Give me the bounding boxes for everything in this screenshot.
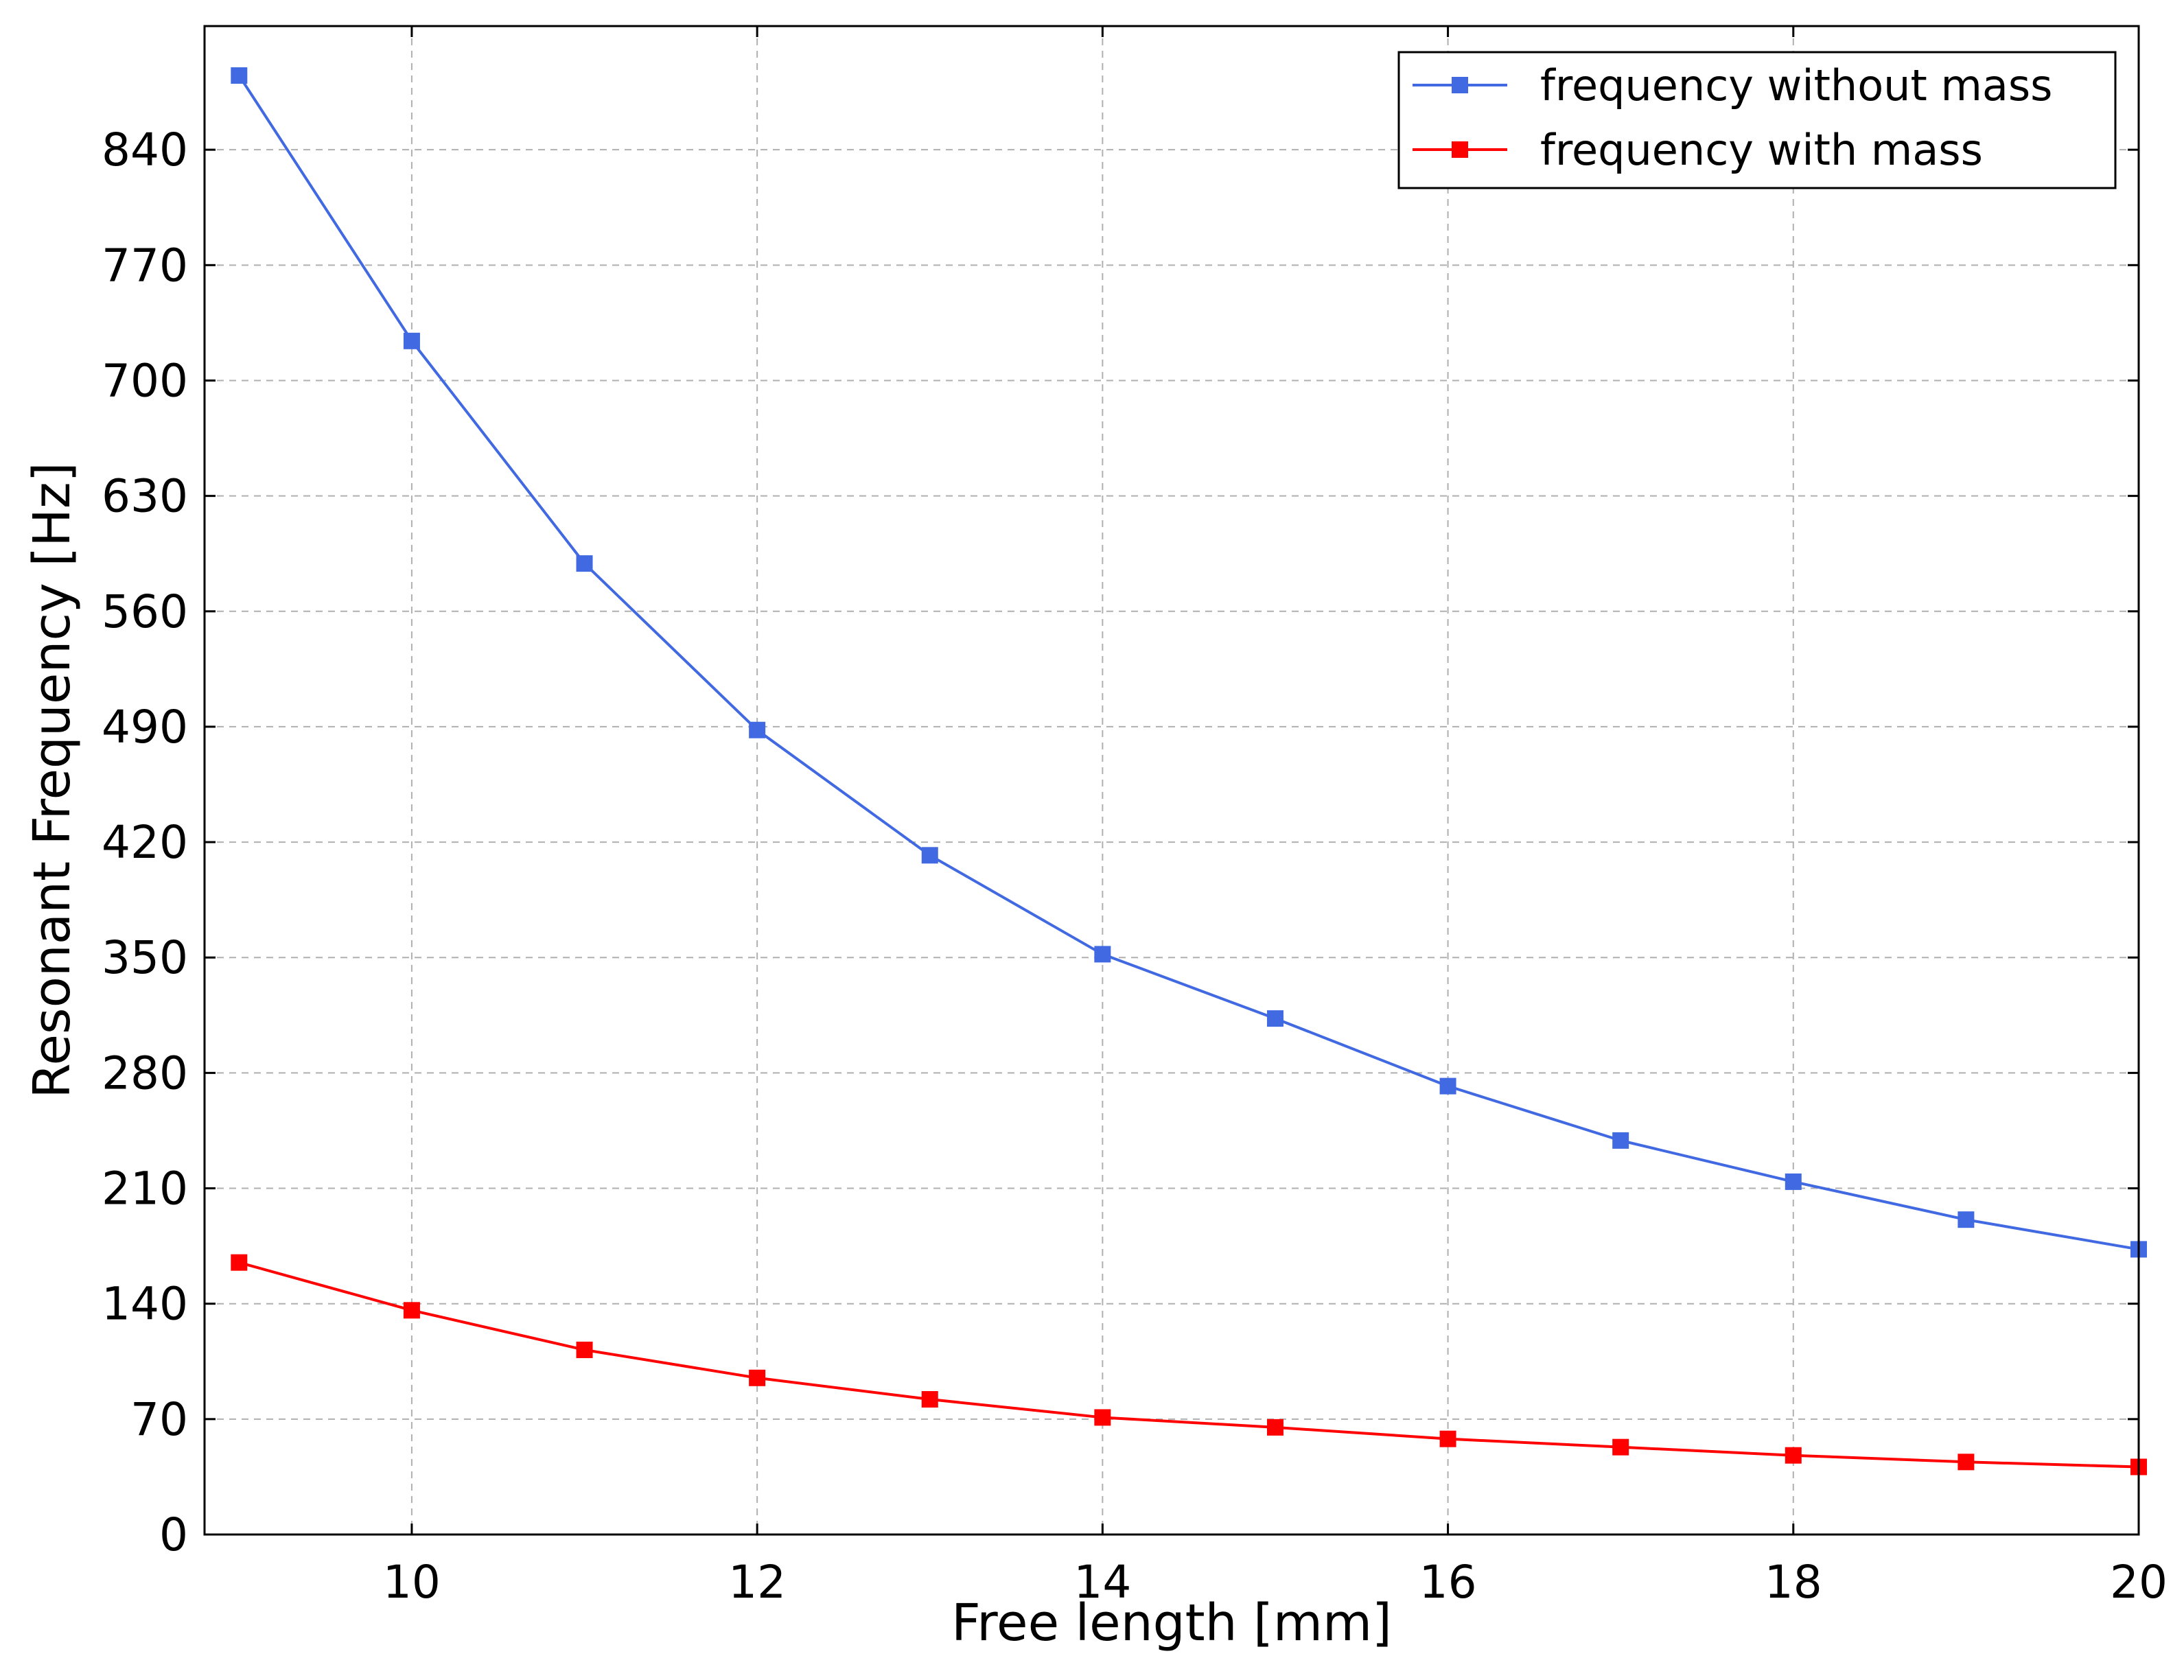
- data-point-with-mass: [403, 1302, 420, 1319]
- data-point-with-mass: [921, 1391, 938, 1408]
- x-tick-label: 18: [1765, 1556, 1822, 1609]
- y-tick-label: 770: [102, 239, 188, 292]
- y-tick-label: 490: [102, 701, 188, 754]
- data-point-without-mass: [1094, 946, 1111, 963]
- legend-marker-without-mass: [1452, 77, 1468, 93]
- y-tick-label: 280: [102, 1047, 188, 1099]
- data-point-with-mass: [1958, 1454, 1975, 1471]
- data-point-with-mass: [1785, 1447, 1802, 1464]
- series-line-with-mass: [238, 1261, 2139, 1469]
- legend-box: [1397, 51, 2117, 189]
- y-tick-label: 420: [102, 816, 188, 869]
- data-point-without-mass: [1266, 1010, 1283, 1027]
- x-tick-label: 14: [1073, 1556, 1131, 1609]
- legend-label-with-mass: frequency with mass: [1540, 125, 1983, 175]
- data-point-with-mass: [1439, 1430, 1456, 1447]
- data-point-with-mass: [1612, 1438, 1629, 1456]
- y-tick-label: 700: [102, 354, 188, 407]
- y-tick-label: 140: [102, 1278, 188, 1331]
- legend-entry-with-mass: frequency with mass: [1413, 125, 1983, 175]
- series-layer: [231, 67, 2147, 1475]
- data-point-with-mass: [1094, 1409, 1111, 1426]
- x-tick-label: 10: [383, 1556, 441, 1609]
- data-point-without-mass: [576, 555, 593, 572]
- y-axis-title: Resonant Frequency [Hz]: [23, 462, 82, 1098]
- grid: [205, 26, 2139, 1535]
- y-tick-label: 210: [102, 1163, 188, 1215]
- data-point-without-mass: [403, 332, 420, 349]
- data-point-with-mass: [1266, 1419, 1283, 1436]
- y-tick-label: 350: [102, 931, 188, 984]
- y-tick-label: 70: [130, 1393, 188, 1446]
- data-point-without-mass: [1612, 1132, 1629, 1149]
- data-point-without-mass: [1785, 1173, 1802, 1190]
- legend-marker-with-mass: [1452, 141, 1468, 158]
- y-tick-label: 560: [102, 585, 188, 638]
- data-point-without-mass: [749, 721, 766, 738]
- data-point-with-mass: [749, 1369, 766, 1386]
- legend-entry-without-mass: frequency without mass: [1413, 60, 2052, 110]
- data-point-with-mass: [231, 1254, 248, 1271]
- series-line-without-mass: [237, 74, 2139, 1251]
- y-tick-label: 630: [102, 470, 188, 523]
- data-point-without-mass: [921, 847, 938, 864]
- data-point-with-mass: [576, 1341, 593, 1358]
- legend-label-without-mass: frequency without mass: [1540, 60, 2052, 110]
- x-axis-title: Free length [mm]: [951, 1594, 1392, 1653]
- x-tick-label: 20: [2110, 1556, 2168, 1609]
- data-point-without-mass: [231, 67, 248, 84]
- legend: frequency without mass frequency with ma…: [1397, 51, 2117, 189]
- plot-frame: [203, 25, 2140, 1536]
- data-point-without-mass: [1439, 1077, 1456, 1095]
- x-tick-label: 16: [1419, 1556, 1477, 1609]
- y-tick-label: 840: [102, 124, 188, 176]
- ticks: 10 12 14 16 18 20 0 70 140 210 280 350 420 490 560 630 7…: [102, 26, 2168, 1609]
- data-point-without-mass: [1958, 1211, 1975, 1228]
- y-tick-label: 0: [159, 1508, 188, 1561]
- x-tick-label: 12: [728, 1556, 786, 1609]
